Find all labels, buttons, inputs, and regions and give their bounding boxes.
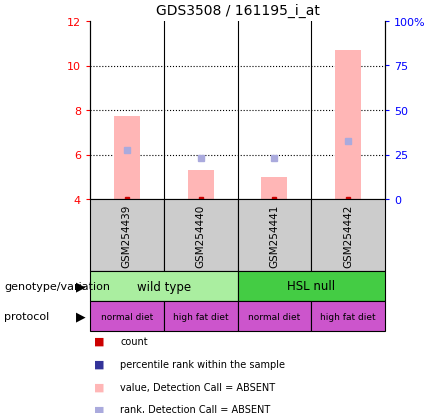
Bar [90,301,164,331]
Text: count: count [120,336,148,346]
Text: protocol: protocol [4,311,49,321]
Bar [311,199,385,271]
Title: GDS3508 / 161195_i_at: GDS3508 / 161195_i_at [156,4,319,18]
Bar [164,301,237,331]
Bar [164,199,237,271]
Text: ■: ■ [94,404,105,413]
Bar [90,199,164,271]
Text: GSM254441: GSM254441 [269,204,280,267]
Bar [237,199,311,271]
Bar [237,301,311,331]
Text: ■: ■ [94,382,105,392]
Text: rank, Detection Call = ABSENT: rank, Detection Call = ABSENT [120,404,270,413]
Text: percentile rank within the sample: percentile rank within the sample [120,359,285,369]
Text: wild type: wild type [137,280,191,293]
Bar [188,171,214,199]
Bar [335,51,361,199]
Bar [114,116,140,199]
Bar [90,271,237,301]
Text: genotype/variation: genotype/variation [4,281,111,291]
Text: normal diet: normal diet [101,312,153,321]
Text: ■: ■ [94,336,105,346]
Bar [237,271,385,301]
Text: high fat diet: high fat diet [320,312,376,321]
Text: normal diet: normal diet [248,312,301,321]
Text: ▶: ▶ [76,310,86,323]
Text: HSL null: HSL null [287,280,335,293]
Text: GSM254439: GSM254439 [122,204,132,267]
Text: GSM254442: GSM254442 [343,204,353,267]
Text: ▶: ▶ [76,280,86,293]
Text: ■: ■ [94,359,105,369]
Text: high fat diet: high fat diet [173,312,228,321]
Bar [261,177,287,199]
Text: value, Detection Call = ABSENT: value, Detection Call = ABSENT [120,382,275,392]
Bar [311,301,385,331]
Text: GSM254440: GSM254440 [196,204,206,267]
